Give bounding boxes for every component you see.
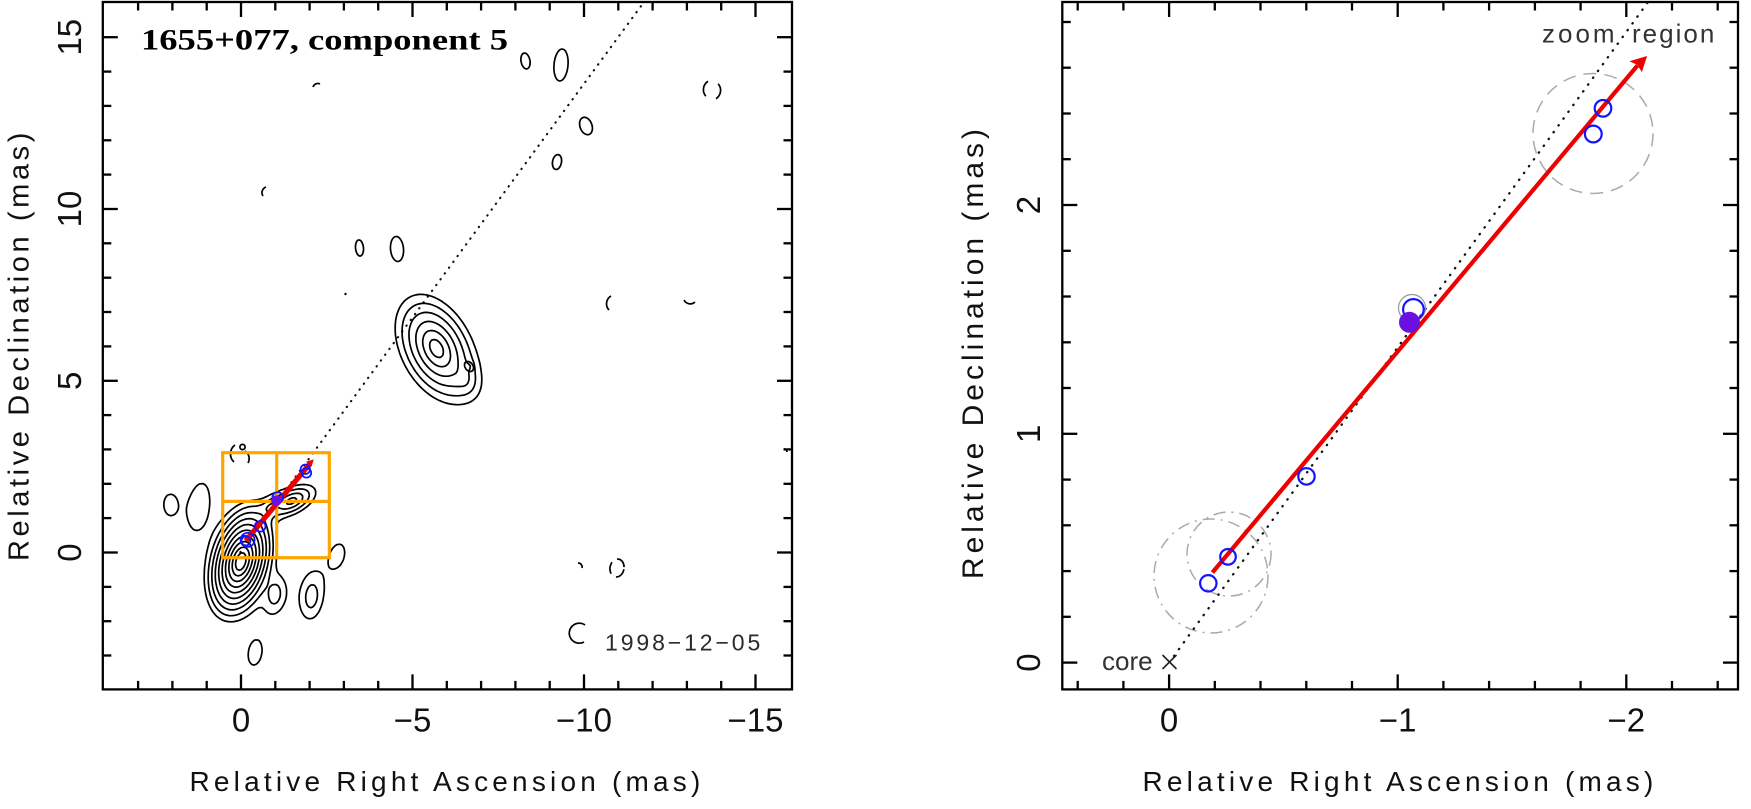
svg-text:Relative Right Ascension (mas): Relative Right Ascension (mas) (189, 766, 704, 797)
svg-text:0: 0 (1010, 653, 1047, 671)
svg-text:−5: −5 (394, 702, 432, 739)
svg-text:−1: −1 (1379, 702, 1417, 739)
svg-text:2: 2 (1010, 196, 1047, 214)
svg-text:10: 10 (51, 191, 88, 228)
svg-text:1655+077, component 5: 1655+077, component 5 (141, 24, 508, 57)
svg-text:−15: −15 (728, 702, 784, 739)
svg-text:1998−12−05: 1998−12−05 (605, 630, 763, 656)
svg-text:Relative Declination (mas): Relative Declination (mas) (4, 129, 36, 561)
svg-text:Relative Right Ascension (mas): Relative Right Ascension (mas) (1142, 766, 1657, 797)
svg-text:5: 5 (51, 372, 88, 390)
svg-text:−2: −2 (1607, 702, 1645, 739)
svg-text:Relative Declination (mas): Relative Declination (mas) (957, 125, 990, 579)
svg-text:zoom: zoom (1542, 19, 1618, 49)
svg-text:0: 0 (232, 702, 250, 739)
svg-text:region: region (1632, 19, 1716, 49)
svg-text:15: 15 (51, 19, 88, 56)
svg-text:1: 1 (1010, 425, 1047, 443)
svg-text:0: 0 (1160, 702, 1178, 739)
svg-text:−10: −10 (556, 702, 612, 739)
svg-text:core: core (1102, 646, 1153, 676)
svg-text:0: 0 (51, 543, 88, 561)
